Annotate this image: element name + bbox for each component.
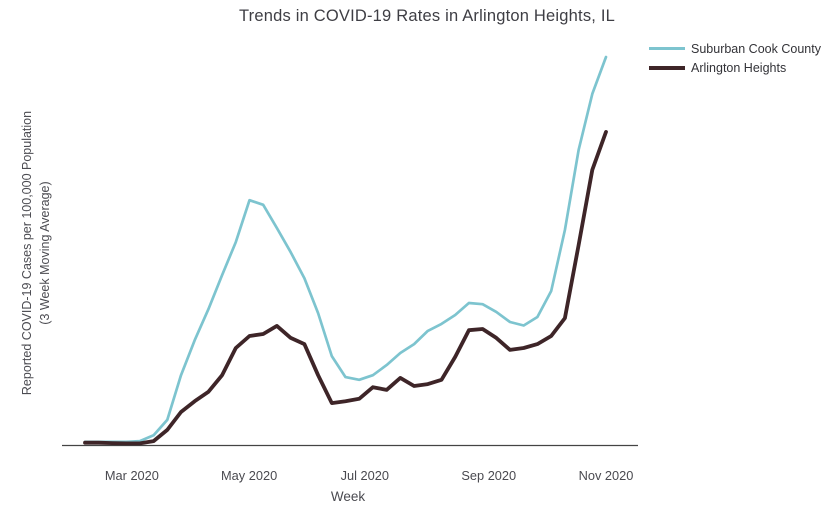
legend-item-arlington-heights[interactable]: Arlington Heights [649,58,821,77]
x-tick-label: Jul 2020 [340,468,389,483]
legend-label: Arlington Heights [691,60,787,75]
legend-line-swatch-icon [649,65,685,70]
x-tick-label: May 2020 [221,468,278,483]
series-line-1 [83,129,608,446]
legend-item-suburban-cook-county[interactable]: Suburban Cook County [649,39,821,58]
x-tick-label: Nov 2020 [578,468,634,483]
series-line-0 [83,55,608,444]
legend: Suburban Cook County Arlington Heights [649,39,821,77]
legend-line-swatch-icon [649,47,685,50]
x-axis-title: Week [330,489,366,504]
legend-label: Suburban Cook County [691,41,821,56]
x-tick-label: Mar 2020 [104,468,159,483]
x-tick-label: Sep 2020 [461,468,517,483]
chart-title: Trends in COVID-19 Rates in Arlington He… [238,7,616,25]
